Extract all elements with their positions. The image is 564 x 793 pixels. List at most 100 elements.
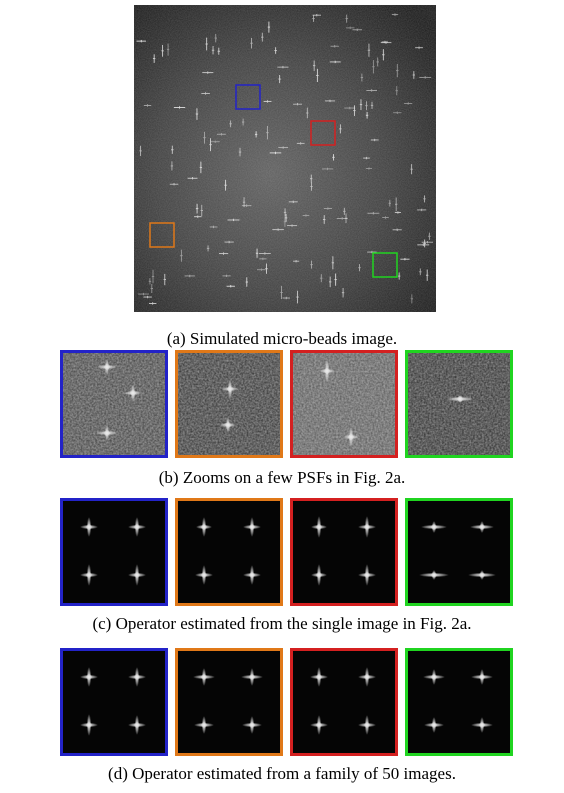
bead — [293, 102, 302, 106]
bead — [359, 99, 363, 110]
psf-spot — [194, 716, 214, 734]
psf-spot — [80, 667, 98, 687]
bead — [419, 268, 422, 276]
psf-spot — [243, 565, 261, 585]
bead — [184, 274, 195, 278]
bead — [139, 145, 142, 157]
bead — [388, 199, 392, 207]
caption-b: (b) Zooms on a few PSFs in Fig. 2a. — [158, 468, 406, 487]
operator-family-canvas-green — [408, 651, 510, 753]
bead — [396, 63, 399, 78]
bead — [171, 145, 174, 154]
zoom-noise — [63, 353, 165, 455]
bead — [392, 228, 402, 231]
bead — [241, 204, 252, 207]
bead — [224, 240, 234, 244]
bead — [344, 106, 356, 110]
bead — [143, 295, 152, 299]
bead — [148, 278, 152, 285]
bead — [330, 45, 339, 48]
psf-spot — [470, 521, 494, 533]
bead — [380, 41, 392, 44]
bead — [363, 156, 370, 160]
bead — [312, 13, 321, 17]
bead — [206, 245, 210, 252]
psf-spot — [358, 516, 376, 538]
caption-a: (a) Simulated micro-beads image. — [166, 329, 398, 348]
bead — [263, 100, 272, 103]
bead — [241, 118, 245, 126]
bead — [365, 111, 369, 119]
bead — [397, 272, 401, 280]
psf-spot — [311, 516, 327, 538]
bead — [423, 195, 426, 203]
psf-spot — [358, 667, 376, 687]
psf-spot — [220, 417, 236, 433]
bead — [199, 161, 203, 174]
psf-spot — [310, 715, 328, 735]
operator-family-canvas-red — [293, 651, 395, 753]
psf-spot — [97, 359, 117, 375]
bead — [214, 33, 217, 43]
operator-family-canvas-orange — [178, 651, 280, 753]
psf-spot — [128, 564, 146, 586]
operator-family-panel-red — [290, 648, 398, 756]
bead — [200, 204, 203, 217]
operator-background — [63, 501, 165, 603]
bead — [336, 217, 348, 220]
psf-spot — [128, 715, 146, 735]
zoom-panel-blue — [60, 350, 168, 458]
bead — [358, 264, 361, 272]
operator-background — [293, 651, 395, 753]
zoom-panel-red-canvas — [293, 353, 395, 455]
zoom-noise — [293, 353, 395, 455]
psf-spot — [128, 667, 146, 687]
psf-spot — [471, 717, 493, 733]
bead — [224, 179, 227, 191]
bead — [323, 207, 333, 210]
bead — [229, 120, 232, 128]
psf-spot — [310, 667, 328, 687]
caption-d: (d) Operator estimated from a family of … — [108, 764, 456, 783]
psf-spot — [424, 717, 444, 733]
bead — [394, 211, 401, 214]
bead — [426, 269, 429, 281]
bead — [205, 37, 208, 51]
zoom-panel-green-canvas — [408, 353, 510, 455]
zoom-panel-red — [290, 350, 398, 458]
bead — [306, 107, 309, 119]
bead — [412, 71, 416, 79]
bead — [366, 89, 377, 92]
zoom-panel-green — [405, 350, 513, 458]
operator-background — [63, 651, 165, 753]
micro-beads-canvas — [134, 5, 436, 312]
psf-spot — [195, 565, 213, 585]
psf-spot — [193, 668, 215, 686]
bead — [265, 263, 268, 274]
bead — [334, 273, 337, 286]
psf-spot — [196, 517, 212, 537]
bead — [266, 125, 269, 140]
zoom-box-blue — [235, 84, 261, 110]
bead — [365, 167, 372, 170]
zoom-box-red — [310, 120, 336, 146]
bead — [201, 92, 210, 95]
micro-beads-image — [134, 5, 436, 312]
bead — [310, 174, 313, 183]
bead — [428, 232, 431, 240]
bead — [202, 71, 214, 74]
bead — [345, 26, 355, 30]
bead — [329, 60, 341, 64]
operator-background — [293, 501, 395, 603]
bead — [245, 277, 248, 287]
psf-spot — [358, 564, 376, 586]
bead — [209, 225, 218, 229]
bead — [296, 290, 299, 304]
bead — [395, 86, 398, 96]
zoom-noise — [178, 353, 280, 455]
bead — [372, 60, 375, 74]
bead — [367, 212, 380, 215]
psf-spot — [468, 570, 496, 580]
bead — [258, 252, 271, 255]
bead — [255, 248, 259, 258]
